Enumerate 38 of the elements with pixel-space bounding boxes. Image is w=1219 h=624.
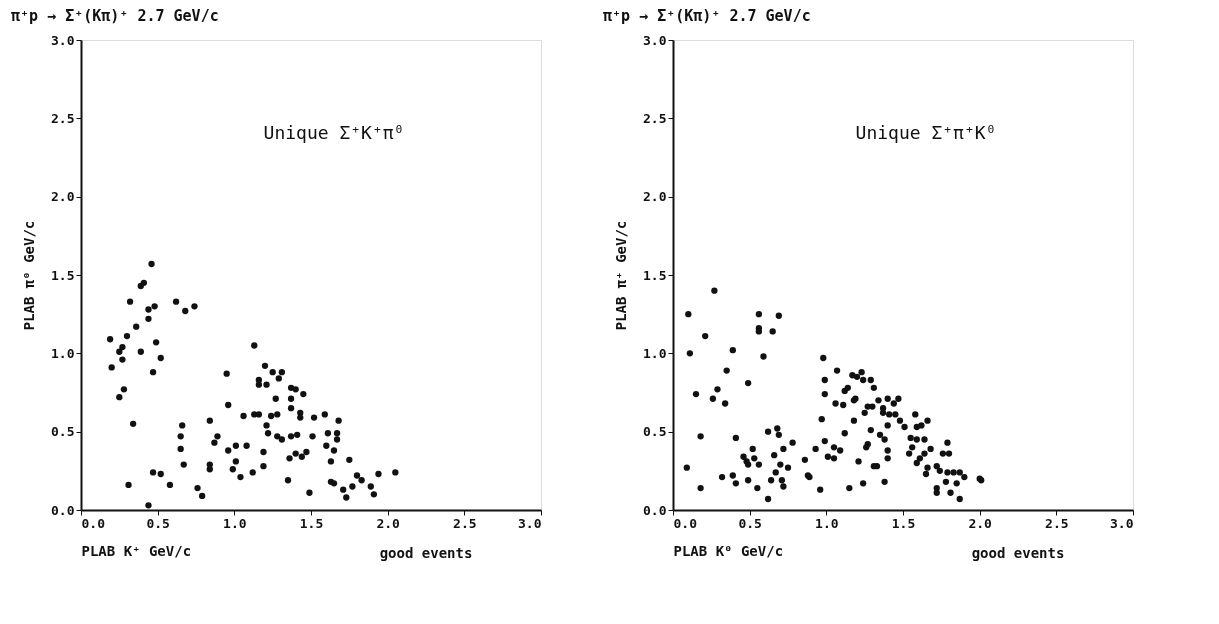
y-tick-label: 1.0: [51, 345, 75, 361]
annotation: Unique Σ⁺K⁺π⁰: [263, 122, 405, 143]
chart-title: π⁺p → Σ⁺(Kπ)⁺ 2.7 GeV/c: [11, 7, 219, 25]
x-axis-title: PLAB K⁺ GeV/c: [81, 542, 192, 559]
y-tick-label: 3.0: [643, 32, 667, 48]
y-tick-label: 0.0: [51, 502, 75, 518]
x-tick-label: 2.0: [968, 515, 993, 531]
x-tick-label: 3.0: [518, 515, 542, 531]
y-tick-label: 2.0: [643, 189, 667, 205]
x-tick-label: 2.5: [1045, 515, 1069, 531]
x-tick-label: 2.0: [376, 515, 401, 531]
y-tick-label: 0.0: [643, 502, 667, 518]
annotation: Unique Σ⁺π⁺K⁰: [855, 122, 997, 143]
x-tick-label: 2.5: [453, 515, 477, 531]
x-tick-label: 0.0: [81, 515, 106, 531]
y-tick-label: 1.0: [643, 345, 667, 361]
text: good events: [379, 545, 473, 561]
y-tick-label: 0.5: [643, 424, 667, 440]
x-tick-label: 1.0: [815, 515, 839, 531]
y-axis-title: PLAB π⁰ GeV/c: [21, 220, 38, 331]
x-axis-title: PLAB K⁰ GeV/c: [673, 542, 784, 559]
y-tick-label: 3.0: [51, 32, 75, 48]
x-tick-label: 0.5: [146, 515, 170, 531]
y-tick-label: 1.5: [643, 267, 667, 283]
y-axis-title: PLAB π⁺ GeV/c: [613, 220, 630, 331]
chart-title: π⁺p → Σ⁺(Kπ)⁺ 2.7 GeV/c: [603, 7, 811, 25]
y-tick-label: 2.0: [51, 189, 75, 205]
x-tick-label: 1.5: [299, 515, 324, 531]
y-tick-label: 1.5: [51, 267, 75, 283]
text: good events: [971, 545, 1065, 561]
y-tick-label: 0.5: [51, 424, 75, 440]
x-tick-label: 1.5: [891, 515, 916, 531]
y-tick-label: 2.5: [643, 110, 667, 126]
x-tick-label: 3.0: [1110, 515, 1134, 531]
x-tick-label: 0.0: [673, 515, 698, 531]
y-tick-label: 2.5: [51, 110, 75, 126]
x-tick-label: 0.5: [738, 515, 762, 531]
x-tick-label: 1.0: [223, 515, 247, 531]
